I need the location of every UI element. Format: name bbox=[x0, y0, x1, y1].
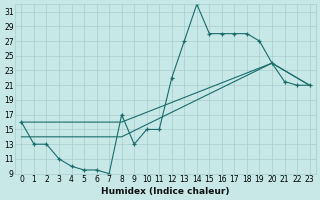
X-axis label: Humidex (Indice chaleur): Humidex (Indice chaleur) bbox=[101, 187, 230, 196]
